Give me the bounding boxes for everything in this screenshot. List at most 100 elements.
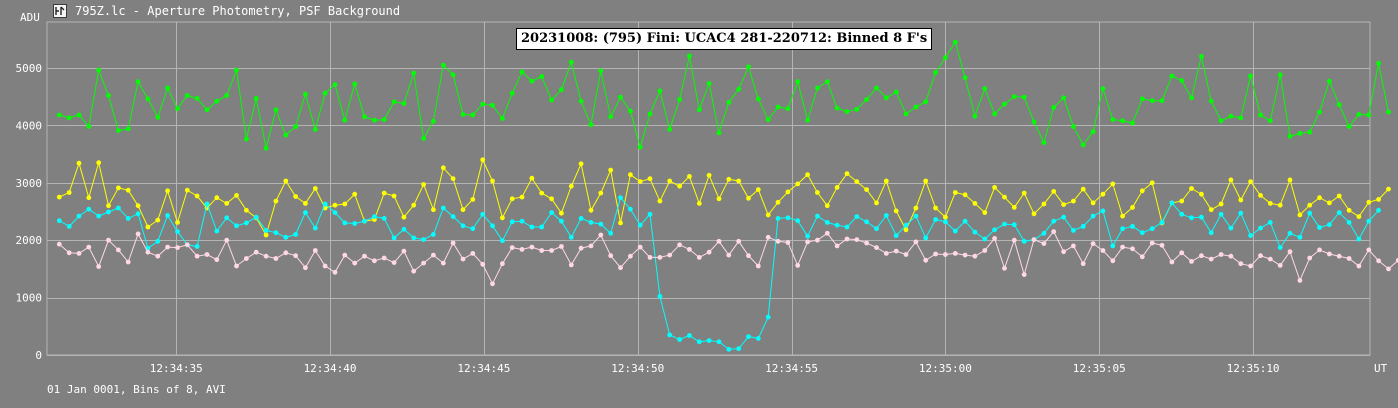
- series-2-point: [293, 232, 298, 237]
- series-3-point: [381, 255, 387, 261]
- series-2-point: [1110, 243, 1116, 249]
- series-2-point: [56, 218, 62, 224]
- series-0-point: [824, 79, 830, 85]
- series-3-point: [1258, 253, 1263, 259]
- y-tick-label: 2000: [16, 234, 43, 247]
- series-1-point: [598, 190, 604, 196]
- series-1-point: [667, 178, 673, 184]
- series-0-point: [608, 114, 614, 120]
- series-3-point: [795, 263, 801, 268]
- series-1-point: [726, 176, 732, 182]
- series-1-point: [421, 182, 426, 187]
- series-1-point: [933, 205, 938, 211]
- series-0-point: [1327, 78, 1332, 84]
- series-2-point: [342, 220, 348, 226]
- series-1-point: [1031, 211, 1037, 217]
- series-0-point: [903, 111, 909, 117]
- series-0-point: [726, 100, 732, 105]
- series-1-point: [755, 187, 761, 193]
- lightcurve-app-icon[interactable]: [53, 4, 67, 18]
- series-1-point: [460, 207, 466, 213]
- series-0-point: [1238, 115, 1244, 121]
- x-tick-label: 12:34:45: [457, 362, 510, 375]
- series-2-point: [805, 233, 810, 239]
- series-3-point: [165, 244, 171, 250]
- series-3-point: [677, 242, 682, 248]
- series-0-point: [480, 101, 486, 107]
- series-0-point: [106, 93, 111, 98]
- series-3-point: [1208, 256, 1214, 262]
- series-1-point: [1090, 200, 1096, 206]
- series-0-point: [1307, 129, 1313, 135]
- series-3-point: [962, 252, 968, 258]
- series-1-point: [883, 178, 889, 184]
- series-2-point: [1011, 222, 1017, 228]
- series-1-point: [539, 190, 545, 196]
- series-1-point: [795, 181, 801, 187]
- series-1-point: [647, 176, 653, 182]
- series-0-point: [1159, 98, 1165, 104]
- series-0-point: [982, 86, 988, 91]
- series-0-point: [1149, 98, 1155, 104]
- series-2-point: [844, 224, 850, 230]
- series-3-point: [244, 256, 249, 261]
- series-0-point: [145, 96, 151, 102]
- series-3-point: [1120, 244, 1125, 250]
- series-1-point: [234, 193, 239, 198]
- series-2-point: [234, 223, 239, 229]
- series-1-point: [1011, 205, 1017, 210]
- series-2-point: [1258, 225, 1263, 231]
- series-0-point: [785, 106, 791, 112]
- series-2-point: [578, 216, 584, 221]
- series-2-point: [322, 201, 328, 207]
- series-2-point: [1208, 230, 1214, 236]
- series-3-point: [1100, 248, 1106, 253]
- series-2-point: [765, 314, 771, 320]
- series-3-point: [1110, 258, 1116, 264]
- series-2-point: [834, 222, 840, 228]
- series-3-point: [1277, 263, 1283, 268]
- series-1-point: [1120, 213, 1125, 219]
- series-3-point: [864, 240, 869, 246]
- series-0-point: [509, 90, 515, 96]
- series-2-point: [1080, 224, 1086, 229]
- series-0-point: [1258, 112, 1263, 118]
- series-2-point: [76, 213, 82, 219]
- series-2-point: [874, 226, 879, 232]
- series-3-point: [559, 244, 564, 249]
- series-3-point: [480, 261, 486, 267]
- series-0-point: [578, 98, 584, 104]
- series-3-point: [696, 255, 702, 260]
- series-0-point: [440, 62, 446, 68]
- series-2-point: [1139, 230, 1145, 236]
- series-1-point: [696, 201, 702, 206]
- series-2-point: [165, 213, 171, 218]
- series-3-point: [765, 234, 771, 240]
- series-3-point: [460, 256, 466, 262]
- series-3-point: [86, 244, 92, 250]
- series-0-point: [883, 95, 889, 101]
- series-3-point: [312, 248, 318, 253]
- y-axis-label: ADU: [20, 11, 40, 24]
- series-1-point: [943, 214, 948, 220]
- plot-frame: [46, 21, 1371, 356]
- series-0-point: [1021, 94, 1027, 100]
- series-3-point: [184, 242, 190, 248]
- series-0-point: [834, 105, 840, 111]
- series-1-point: [962, 192, 968, 198]
- series-1-point: [480, 157, 486, 163]
- series-3-point: [431, 252, 436, 258]
- series-1-point: [342, 201, 348, 207]
- series-1-point: [529, 175, 535, 181]
- series-0-point: [66, 115, 72, 121]
- series-2-point: [1120, 226, 1125, 232]
- series-2-point: [962, 218, 968, 224]
- series-1-point: [1179, 198, 1185, 204]
- series-2-point: [755, 336, 761, 341]
- series-line-3: [58, 230, 1398, 285]
- series-2-point: [628, 206, 633, 212]
- series-3-point: [1366, 247, 1372, 253]
- series-0-point: [56, 112, 62, 118]
- series-0-point: [529, 78, 535, 84]
